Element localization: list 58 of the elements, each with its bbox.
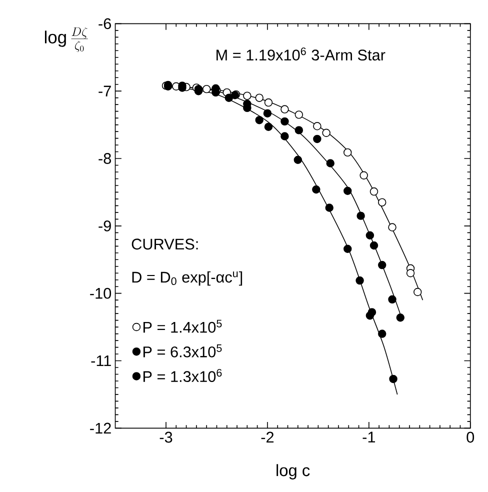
point xyxy=(263,109,272,118)
point xyxy=(370,241,378,250)
y-tick-label: -7 xyxy=(98,86,111,96)
point xyxy=(406,269,415,278)
x-tick-label: -1 xyxy=(362,432,376,442)
point xyxy=(388,295,396,304)
y-tick-label: -10 xyxy=(90,288,112,299)
point xyxy=(366,231,374,240)
y-tick-label: -9 xyxy=(98,220,111,232)
annotation: M = 1.19x10$^{6}$ 3-Arm Star xyxy=(216,48,386,61)
y-tick-label: -11 xyxy=(91,355,111,366)
point xyxy=(368,308,376,316)
point xyxy=(378,330,386,338)
point xyxy=(280,105,289,114)
point xyxy=(378,198,386,206)
point xyxy=(294,156,302,164)
y-tick-label: -12 xyxy=(90,422,111,434)
x-axis-title: log c xyxy=(276,464,310,480)
point xyxy=(344,186,352,195)
point xyxy=(378,260,386,270)
point xyxy=(414,288,422,296)
legend-label: P = 1.4x10$^{5}$ xyxy=(144,320,222,333)
point xyxy=(294,110,304,119)
point xyxy=(243,92,252,100)
x-tick-label: 0 xyxy=(466,432,474,443)
point xyxy=(388,223,396,232)
point xyxy=(313,122,322,130)
point xyxy=(312,185,320,194)
point xyxy=(344,244,352,253)
point xyxy=(356,212,365,220)
annotation: D = D$_{0}$ exp[-αc$^{u}$] xyxy=(132,271,242,286)
point xyxy=(344,148,352,157)
point xyxy=(389,374,398,384)
point xyxy=(202,84,211,94)
point xyxy=(255,94,264,102)
point xyxy=(264,98,273,107)
point xyxy=(360,171,368,180)
y-axis-title: $\log \frac{D\zeta}{\zeta_{0}}$ xyxy=(45,27,88,52)
y-tick-label: -8 xyxy=(98,153,112,164)
point xyxy=(294,126,304,134)
point xyxy=(313,134,322,144)
point xyxy=(325,204,334,212)
point xyxy=(326,159,335,168)
legend-label: P = 1.3x10$^{6}$ xyxy=(144,369,222,382)
x-tick-label: -3 xyxy=(160,432,172,443)
x-tick-label: -2 xyxy=(261,432,274,443)
point xyxy=(280,117,289,126)
legend-label: P = 6.3x10$^{5}$ xyxy=(144,344,222,358)
point xyxy=(396,314,405,322)
y-tick-label: -6 xyxy=(98,18,112,30)
point xyxy=(370,187,378,196)
point xyxy=(280,132,289,140)
point xyxy=(322,128,330,138)
point xyxy=(224,94,234,102)
annotation: CURVES: xyxy=(132,238,198,250)
point xyxy=(356,276,364,285)
point xyxy=(255,116,264,124)
point xyxy=(264,122,273,131)
